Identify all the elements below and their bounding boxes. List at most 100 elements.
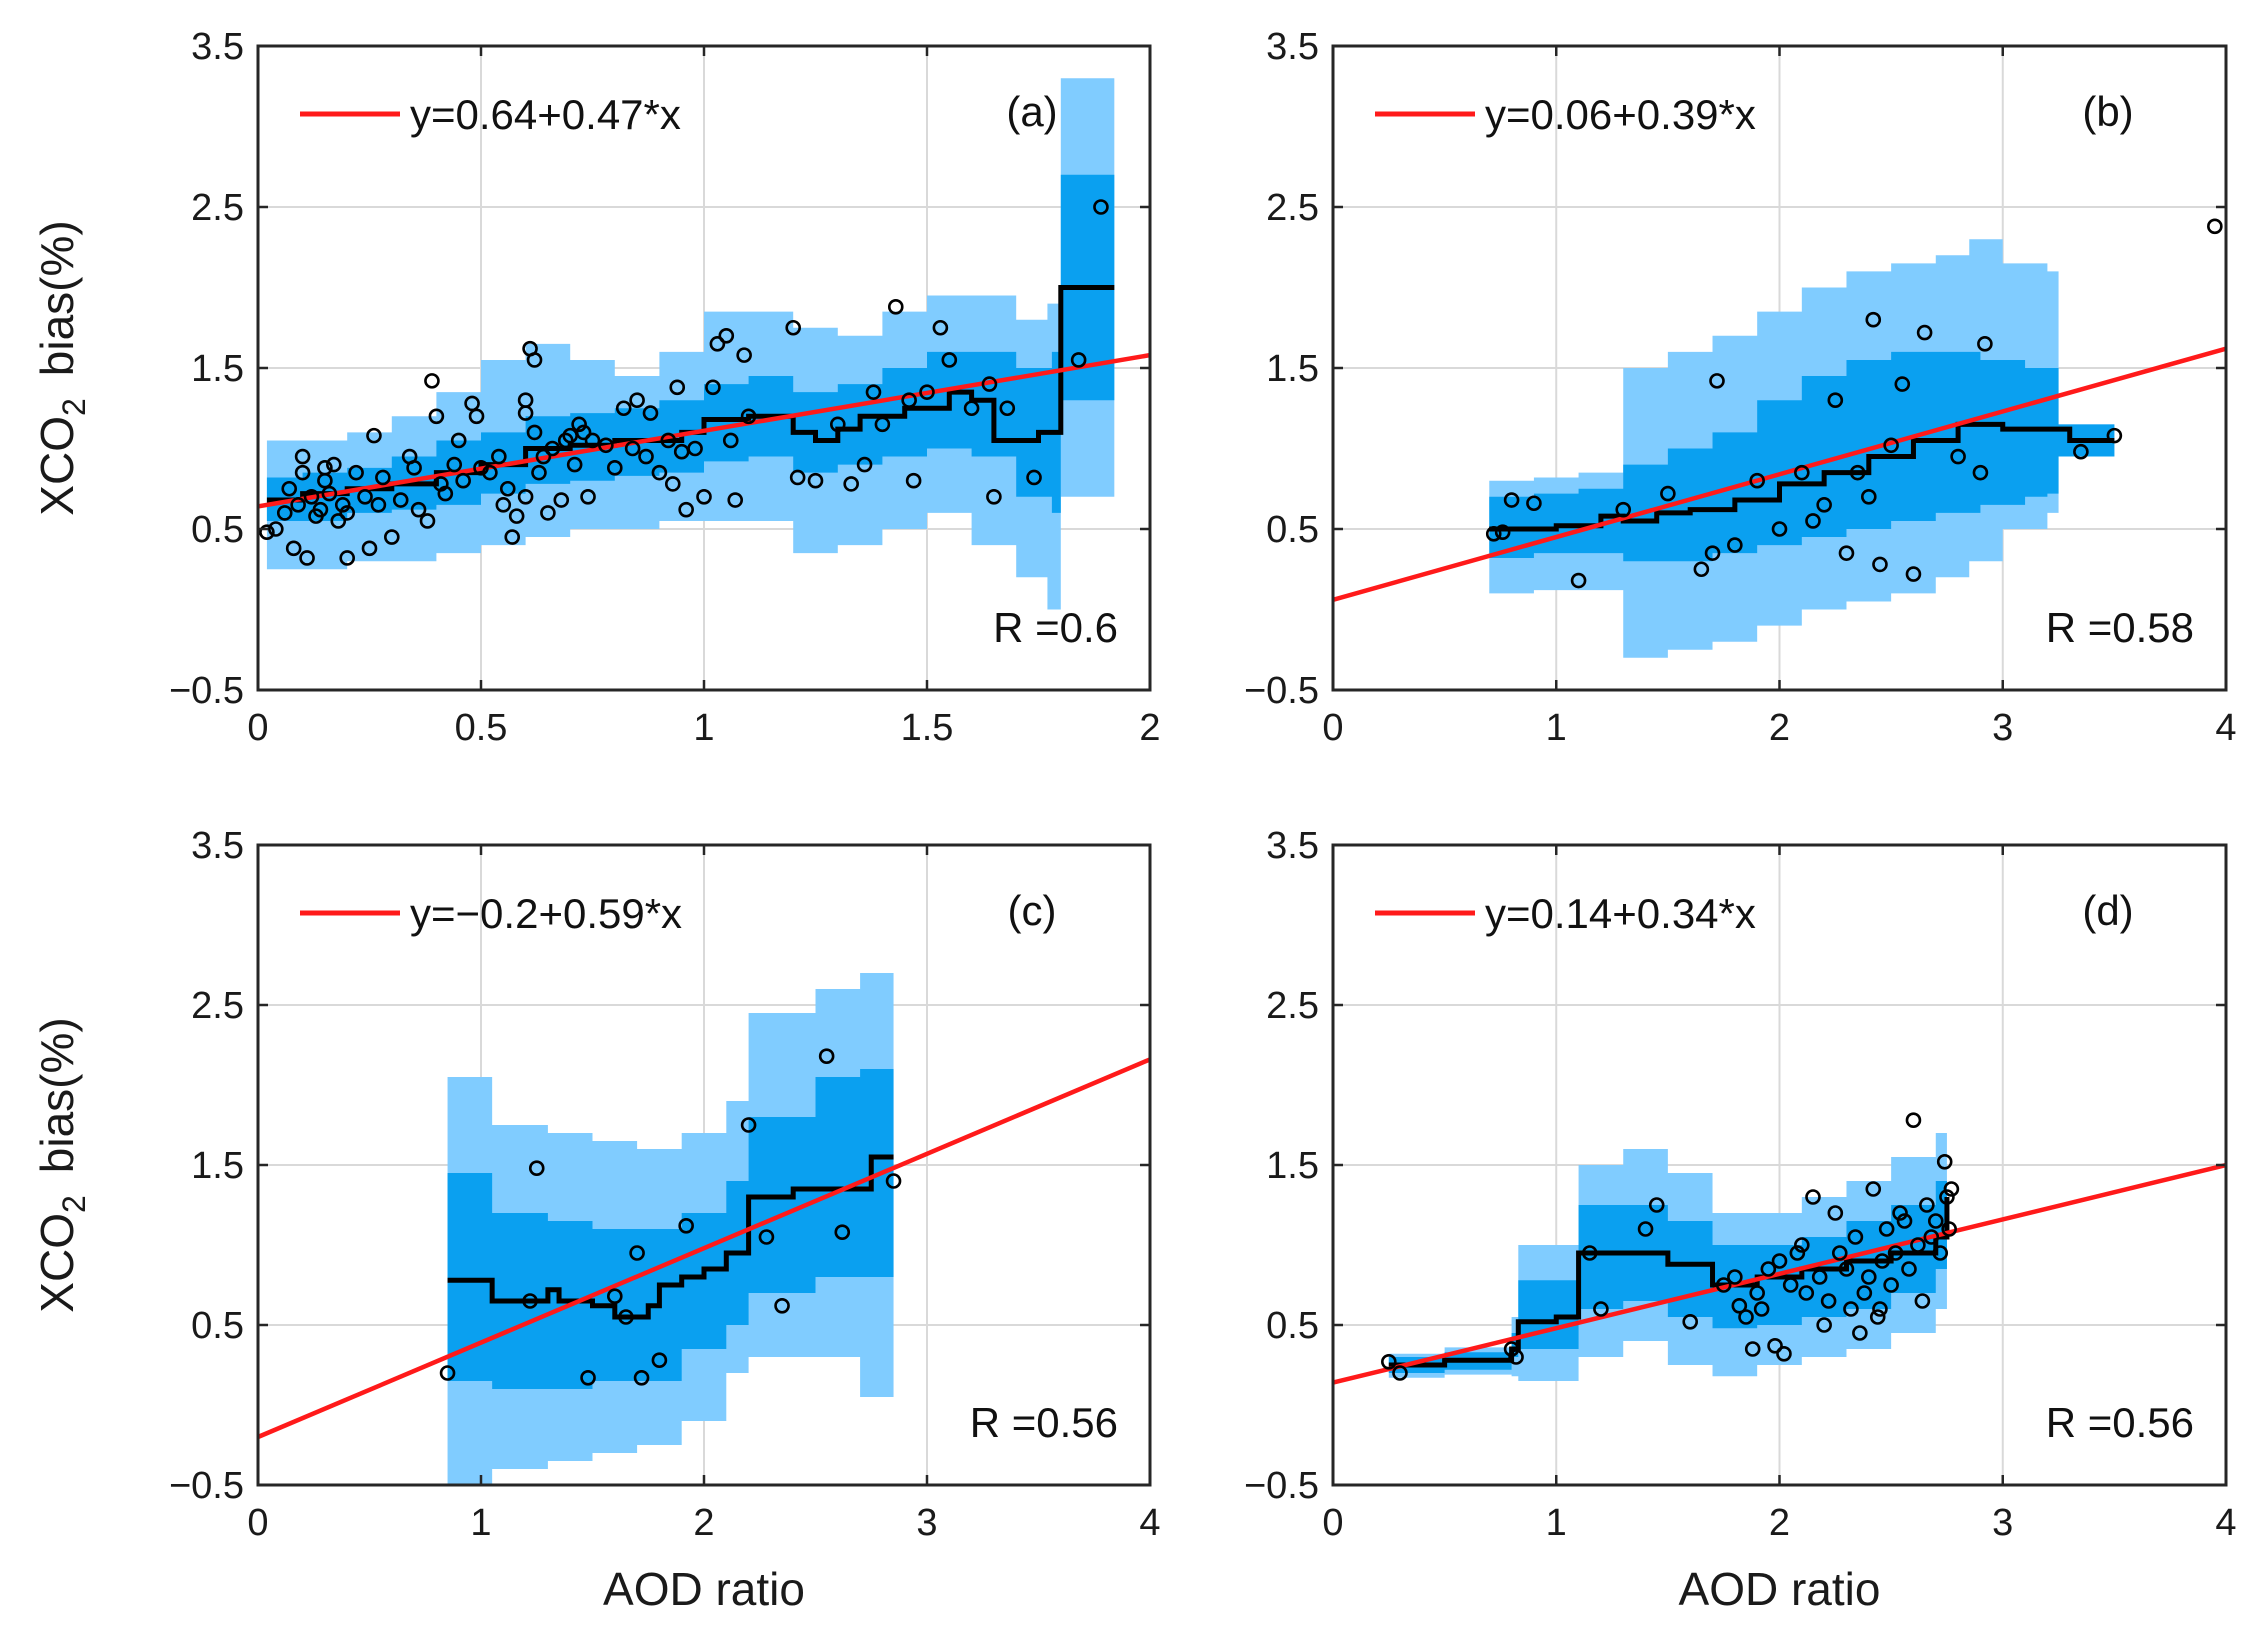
- y-tick-label: 2.5: [191, 985, 244, 1027]
- data-point: [1789, 1245, 1806, 1261]
- data-point: [1932, 1245, 1949, 1261]
- data-point: [580, 488, 596, 505]
- x-tick-label: 0: [1322, 1502, 1343, 1544]
- y-tick-label: 0.5: [191, 509, 244, 551]
- y-axis-title-subscript: 2: [56, 1195, 92, 1213]
- data-point: [932, 319, 949, 336]
- data-point: [1753, 1301, 1770, 1317]
- data-point: [740, 408, 757, 425]
- data-point: [843, 476, 859, 492]
- y-tick-label: 0.5: [1266, 509, 1319, 551]
- correlation-label: R =0.58: [2046, 604, 2194, 651]
- data-point: [375, 469, 391, 486]
- data-point: [566, 456, 583, 473]
- data-point: [1916, 324, 1933, 341]
- data-point: [722, 432, 739, 449]
- data-point: [1847, 1229, 1864, 1245]
- data-point: [491, 448, 507, 465]
- data-point: [1919, 1197, 1935, 1213]
- data-point: [651, 464, 668, 481]
- y-tick-label: 2.5: [1266, 985, 1319, 1027]
- data-point: [370, 497, 387, 513]
- data-point: [455, 472, 471, 489]
- data-point: [1581, 1245, 1598, 1261]
- data-point: [439, 1365, 456, 1381]
- data-point: [517, 405, 534, 421]
- x-tick-label: 0: [1322, 707, 1343, 749]
- data-point: [1682, 1314, 1698, 1330]
- data-point: [615, 400, 632, 417]
- data-point: [348, 464, 364, 481]
- plot-area: [1333, 1112, 2226, 1385]
- data-point: [1883, 1277, 1899, 1293]
- y-tick-label: 2.5: [1266, 187, 1319, 229]
- x-tick-label: 1: [1546, 1502, 1567, 1544]
- data-point: [1715, 1277, 1732, 1293]
- y-tick-label: −0.5: [1244, 1465, 1319, 1507]
- y-tick-label: 1.5: [1266, 1145, 1319, 1187]
- inner-uncertainty-band: [266, 174, 1115, 521]
- y-axis-title-main: XCO: [31, 1213, 83, 1313]
- data-point: [1872, 1301, 1888, 1317]
- y-tick-label: 3.5: [1266, 825, 1319, 867]
- x-axis-title: AOD ratio: [1679, 1563, 1881, 1615]
- data-point: [887, 299, 904, 315]
- data-point: [482, 464, 498, 481]
- data-point: [785, 319, 802, 336]
- y-tick-label: 1.5: [191, 348, 244, 390]
- data-point: [1905, 566, 1922, 582]
- data-point: [758, 1229, 775, 1245]
- data-point: [1856, 1285, 1873, 1301]
- data-point: [290, 497, 306, 513]
- data-point: [678, 501, 694, 518]
- x-tick-label: 3: [1992, 707, 2013, 749]
- median-step-line: [1489, 421, 2115, 532]
- data-point: [874, 416, 891, 433]
- x-tick-label: 4: [2215, 707, 2236, 749]
- data-point: [424, 373, 440, 389]
- data-point: [526, 352, 543, 368]
- data-point: [642, 405, 659, 421]
- data-point: [580, 1370, 596, 1386]
- data-point: [584, 432, 601, 449]
- x-tick-label: 3: [916, 1502, 937, 1544]
- x-tick-label: 2: [1769, 707, 1790, 749]
- data-point: [1771, 1253, 1788, 1269]
- panel-2: 0 1 2 3 4 −0.5 0.5 1.5 2.5 3.5 y=0.06+0.39*x (b) R =…: [1244, 26, 2237, 749]
- regression-line: [258, 352, 1150, 509]
- data-point: [553, 492, 570, 508]
- data-point: [259, 524, 275, 541]
- data-point: [392, 492, 409, 508]
- x-tick-label: 4: [1139, 1502, 1160, 1544]
- data-point: [1693, 561, 1710, 578]
- y-axis-title-subscript: 2: [56, 398, 92, 416]
- data-point: [1865, 1181, 1882, 1197]
- data-point: [1749, 472, 1765, 489]
- data-point: [624, 440, 641, 457]
- data-point: [499, 480, 516, 497]
- data-point: [678, 1218, 694, 1234]
- data-point: [664, 476, 681, 492]
- data-point: [1648, 1197, 1665, 1213]
- data-point: [1485, 526, 1502, 542]
- data-point: [1782, 1277, 1799, 1293]
- data-point: [544, 440, 561, 457]
- data-point: [986, 488, 1002, 505]
- data-point: [1798, 1285, 1815, 1301]
- x-tick-label: 1: [693, 707, 714, 749]
- data-point: [1660, 485, 1676, 502]
- x-tick-label: 0.5: [455, 707, 508, 749]
- correlation-label: R =0.56: [2046, 1399, 2194, 1446]
- data-point: [1827, 392, 1844, 409]
- data-point: [829, 416, 846, 433]
- data-point: [1637, 1221, 1654, 1237]
- data-point: [268, 521, 284, 537]
- data-point: [321, 485, 338, 502]
- data-point: [450, 432, 467, 449]
- data-point: [1503, 1341, 1520, 1357]
- data-point: [571, 416, 587, 433]
- data-point: [1593, 1301, 1609, 1317]
- data-point: [1704, 545, 1721, 561]
- x-tick-label: 4: [2215, 1502, 2236, 1544]
